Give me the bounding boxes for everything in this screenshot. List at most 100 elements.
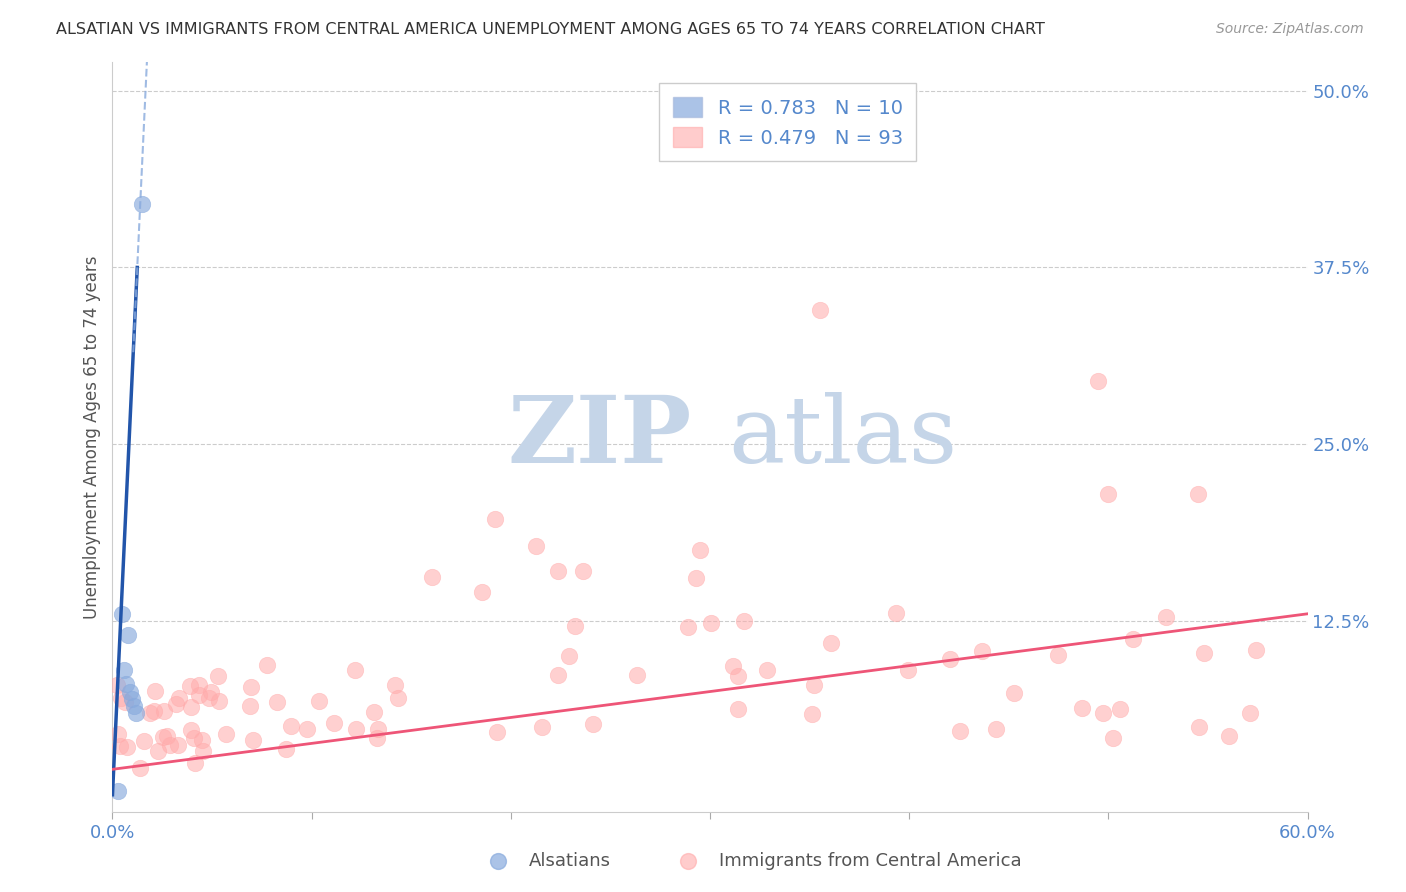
Point <box>420 570 443 584</box>
Point <box>1102 731 1125 746</box>
Point <box>1002 686 1025 700</box>
Point <box>239 680 262 694</box>
Point <box>110 690 132 705</box>
Point <box>558 648 581 663</box>
Point <box>165 698 187 712</box>
Point <box>153 704 176 718</box>
Point <box>120 684 142 698</box>
Point <box>471 585 494 599</box>
Point <box>1109 702 1132 716</box>
Point <box>484 512 506 526</box>
Point <box>800 707 823 722</box>
Point <box>939 652 962 666</box>
Point <box>367 723 389 737</box>
Point <box>200 684 222 698</box>
Point <box>582 716 605 731</box>
Point <box>242 732 264 747</box>
Point <box>727 702 749 716</box>
Point <box>1154 610 1177 624</box>
Point <box>188 688 211 702</box>
Point <box>117 628 139 642</box>
Point <box>366 731 388 746</box>
Point <box>678 620 700 634</box>
Point <box>755 663 778 677</box>
Point <box>344 722 367 736</box>
Point <box>256 658 278 673</box>
Point <box>1187 486 1209 500</box>
Point <box>485 725 508 739</box>
Point <box>128 760 150 774</box>
Point <box>524 540 547 554</box>
Point <box>198 690 221 705</box>
Y-axis label: Unemployment Among Ages 65 to 74 years: Unemployment Among Ages 65 to 74 years <box>83 255 101 619</box>
Point <box>970 643 993 657</box>
Point <box>387 690 409 705</box>
Point <box>363 706 385 720</box>
Point <box>626 668 648 682</box>
Point <box>547 564 569 578</box>
Point <box>723 659 745 673</box>
Legend: R = 0.783   N = 10, R = 0.479   N = 93: R = 0.783 N = 10, R = 0.479 N = 93 <box>659 83 917 161</box>
Text: ALSATIAN VS IMMIGRANTS FROM CENTRAL AMERICA UNEMPLOYMENT AMONG AGES 65 TO 74 YEA: ALSATIAN VS IMMIGRANTS FROM CENTRAL AMER… <box>56 22 1045 37</box>
Point <box>143 684 166 698</box>
Point <box>131 196 153 211</box>
Point <box>1246 643 1268 657</box>
Point <box>384 678 406 692</box>
Point <box>110 739 132 753</box>
Point <box>124 698 146 713</box>
Point <box>1122 632 1144 647</box>
Point <box>183 731 205 745</box>
Point <box>107 727 129 741</box>
Point <box>159 739 181 753</box>
Point <box>343 663 366 677</box>
Point <box>238 699 260 714</box>
Point <box>115 740 138 755</box>
Point <box>733 614 755 628</box>
Point <box>564 618 586 632</box>
Point <box>1194 647 1216 661</box>
Text: Immigrants from Central America: Immigrants from Central America <box>720 852 1022 870</box>
Point <box>297 722 319 736</box>
Point <box>114 664 135 678</box>
Point <box>530 720 553 734</box>
Point <box>1070 701 1092 715</box>
Point <box>143 704 166 718</box>
Point <box>191 732 214 747</box>
Point <box>111 607 134 621</box>
Point <box>1239 706 1261 721</box>
Point <box>146 744 169 758</box>
Point <box>180 723 202 737</box>
Point <box>132 734 155 748</box>
Point <box>107 783 129 797</box>
Point <box>323 715 346 730</box>
Point <box>547 668 569 682</box>
Point <box>187 678 209 692</box>
Point <box>280 719 302 733</box>
Point <box>266 695 288 709</box>
Point <box>125 706 148 720</box>
Point <box>949 723 972 738</box>
Point <box>152 730 174 744</box>
Point <box>689 543 711 558</box>
Point <box>276 742 298 756</box>
Point <box>884 607 907 621</box>
Point <box>308 693 330 707</box>
Point <box>1092 706 1115 721</box>
Point <box>180 700 202 714</box>
Point <box>139 706 162 720</box>
Point <box>184 756 207 770</box>
Point <box>105 677 128 691</box>
Point <box>1218 729 1240 743</box>
Text: ZIP: ZIP <box>508 392 692 482</box>
Point <box>808 302 831 317</box>
Point <box>1188 720 1211 734</box>
Text: Source: ZipAtlas.com: Source: ZipAtlas.com <box>1216 22 1364 37</box>
Point <box>215 727 238 741</box>
Point <box>897 663 920 677</box>
Point <box>193 744 215 758</box>
Point <box>115 677 138 691</box>
Point <box>700 616 723 631</box>
Point <box>1047 648 1070 663</box>
Point <box>820 636 842 650</box>
Point <box>208 693 231 707</box>
